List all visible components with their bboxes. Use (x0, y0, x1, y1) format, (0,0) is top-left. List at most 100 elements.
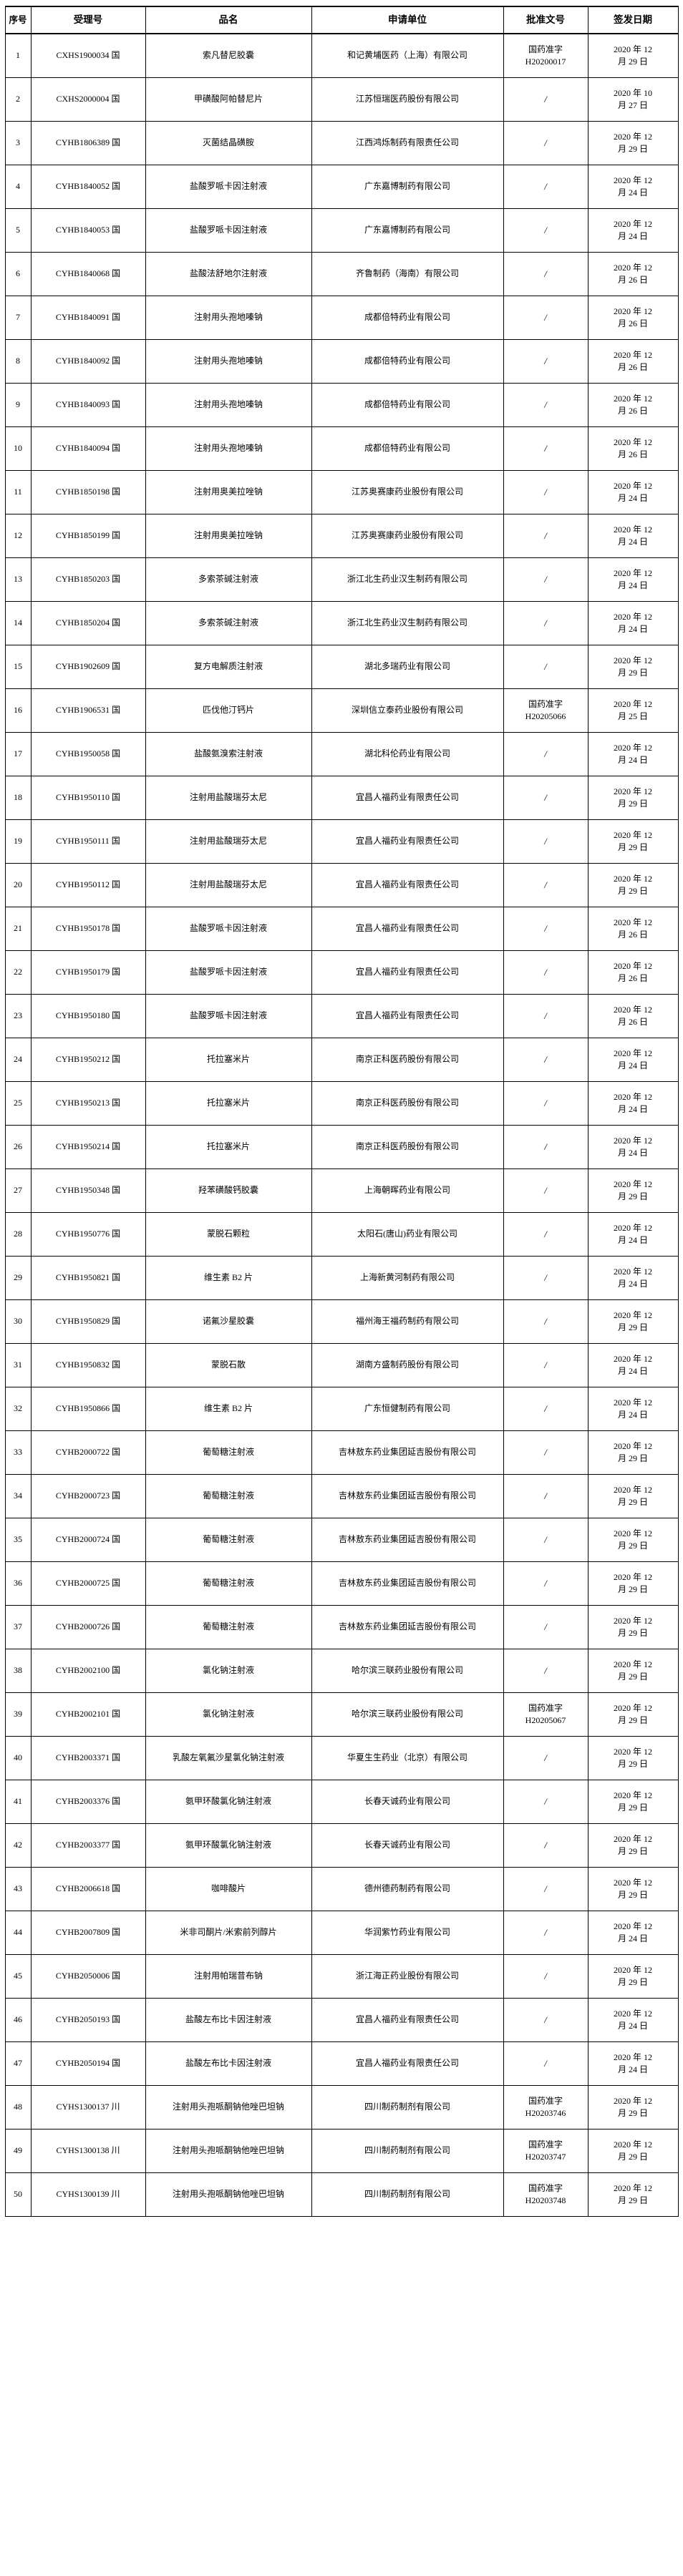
approval-number-line: / (544, 1446, 547, 1458)
cell-product-name: 复方电解质注射液 (145, 645, 312, 689)
cell-issue-date: 2020 年 12 月 29 日 (587, 1692, 679, 1737)
cell-approval-number: / (503, 601, 588, 645)
cell-issue-date: 2020 年 12 月 26 日 (587, 950, 679, 995)
cell-approval-number: / (503, 994, 588, 1038)
issue-date-line: 月 24 日 (617, 755, 648, 765)
approval-number-line: / (544, 268, 547, 279)
cell-acceptance-number: CYHB1806389 国 (30, 121, 146, 165)
issue-date-line: 月 24 日 (617, 187, 648, 197)
cell-acceptance-number: CYHB1950178 国 (30, 907, 146, 951)
issue-date-line: 月 29 日 (617, 799, 648, 809)
cell-issue-date: 2020 年 12 月 29 日 (587, 2085, 679, 2129)
approval-number-line: / (544, 1839, 547, 1850)
approval-number-line: / (544, 1402, 547, 1414)
cell-approval-number: / (503, 383, 588, 427)
approval-number-line: / (544, 1141, 547, 1152)
cell-applicant: 四川制药制剂有限公司 (311, 2129, 504, 2173)
approval-number-line: / (544, 1883, 547, 1894)
cell-issue-date: 2020 年 12 月 29 日 (587, 819, 679, 864)
cell-acceptance-number: CYHB1950214 国 (30, 1125, 146, 1169)
issue-date-line: 2020 年 12 (613, 480, 652, 491)
table-row: 49 CYHS1300138 川注射用头孢哌酮钠他唑巴坦钠 四川制药制剂有限公司 国药… (4, 2129, 679, 2173)
issue-date-line: 月 25 日 (617, 711, 648, 721)
cell-product-name: 盐酸法舒地尔注射液 (145, 252, 312, 296)
cell-approval-number: / (503, 776, 588, 820)
cell-issue-date: 2020 年 12 月 29 日 (587, 33, 679, 78)
table-row: 25 CYHB1950213 国托拉塞米片 南京正科医药股份有限公司 / 2020 年 … (4, 1081, 679, 1126)
cell-applicant: 宜昌人福药业有限责任公司 (311, 819, 504, 864)
issue-date-line: 月 29 日 (617, 1846, 648, 1856)
cell-applicant: 宜昌人福药业有限责任公司 (311, 907, 504, 951)
issue-date-line: 2020 年 12 (613, 1048, 652, 1058)
cell-sequence-number: 41 (4, 1780, 32, 1824)
issue-date-line: 月 29 日 (617, 1497, 648, 1507)
issue-date-line: 2020 年 12 (613, 1004, 652, 1015)
cell-acceptance-number: CYHB1950776 国 (30, 1212, 146, 1257)
issue-date-line: 月 24 日 (617, 1235, 648, 1245)
issue-date-line: 2020 年 12 (613, 917, 652, 927)
approval-number-line: / (544, 573, 547, 585)
cell-product-name: 氨甲环酸氯化钠注射液 (145, 1823, 312, 1868)
approval-number-line: / (544, 355, 547, 366)
approval-number-line: / (544, 1097, 547, 1108)
cell-acceptance-number: CXHS2000004 国 (30, 77, 146, 122)
cell-issue-date: 2020 年 12 月 24 日 (587, 1998, 679, 2042)
cell-applicant: 吉林敖东药业集团延吉股份有限公司 (311, 1430, 504, 1475)
issue-date-line: 2020 年 12 (613, 218, 652, 229)
table-row: 7 CYHB1840091 国注射用头孢地嗪钠 成都倍特药业有限公司 / 2020 年 … (4, 296, 679, 340)
cell-issue-date: 2020 年 12 月 29 日 (587, 1649, 679, 1693)
issue-date-line: 2020 年 12 (613, 1266, 652, 1277)
cell-issue-date: 2020 年 12 月 29 日 (587, 1605, 679, 1649)
cell-issue-date: 2020 年 12 月 29 日 (587, 121, 679, 165)
issue-date-line: 2020 年 12 (613, 873, 652, 884)
cell-sequence-number: 39 (4, 1692, 32, 1737)
approval-number-line: / (544, 1272, 547, 1283)
cell-product-name: 氯化钠注射液 (145, 1649, 312, 1693)
cell-approval-number: / (503, 1387, 588, 1431)
cell-product-name: 盐酸罗哌卡因注射液 (145, 994, 312, 1038)
cell-issue-date: 2020 年 12 月 29 日 (587, 2129, 679, 2173)
cell-issue-date: 2020 年 12 月 26 日 (587, 907, 679, 951)
cell-acceptance-number: CYHB2050194 国 (30, 2041, 146, 2086)
issue-date-line: 月 26 日 (617, 318, 648, 328)
issue-date-line: 月 29 日 (617, 1584, 648, 1594)
cell-approval-number: / (503, 1605, 588, 1649)
cell-acceptance-number: CYHB1840052 国 (30, 165, 146, 209)
cell-issue-date: 2020 年 12 月 25 日 (587, 688, 679, 733)
approval-number-line: / (544, 1926, 547, 1938)
issue-date-line: 月 29 日 (617, 842, 648, 852)
issue-date-line: 月 24 日 (617, 624, 648, 634)
cell-sequence-number: 27 (4, 1169, 32, 1213)
cell-issue-date: 2020 年 12 月 29 日 (587, 1867, 679, 1911)
cell-acceptance-number: CYHB1950821 国 (30, 1256, 146, 1300)
cell-applicant: 南京正科医药股份有限公司 (311, 1038, 504, 1082)
cell-applicant: 太阳石(唐山)药业有限公司 (311, 1212, 504, 1257)
cell-applicant: 齐鲁制药（海南）有限公司 (311, 252, 504, 296)
table-row: 41 CYHB2003376 国氨甲环酸氯化钠注射液 长春天诚药业有限公司 / 2020… (4, 1780, 679, 1824)
cell-acceptance-number: CYHB1950832 国 (30, 1343, 146, 1387)
table-row: 20 CYHB1950112 国注射用盐酸瑞芬太尼 宜昌人福药业有限责任公司 / 202… (4, 863, 679, 907)
column-header-seq: 序号 (4, 6, 32, 34)
cell-issue-date: 2020 年 12 月 29 日 (587, 1780, 679, 1824)
cell-issue-date: 2020 年 12 月 24 日 (587, 208, 679, 253)
cell-product-name: 诺氟沙星胶囊 (145, 1299, 312, 1344)
cell-issue-date: 2020 年 12 月 24 日 (587, 1125, 679, 1169)
approval-number-line: / (544, 791, 547, 803)
table-row: 1 CXHS1900034 国索凡替尼胶囊 和记黄埔医药（上海）有限公司 国药准字 H2… (4, 33, 679, 78)
cell-issue-date: 2020 年 12 月 24 日 (587, 165, 679, 209)
cell-applicant: 江苏奥赛康药业股份有限公司 (311, 470, 504, 514)
cell-approval-number: / (503, 1736, 588, 1780)
cell-issue-date: 2020 年 12 月 26 日 (587, 252, 679, 296)
cell-applicant: 宜昌人福药业有限责任公司 (311, 950, 504, 995)
cell-product-name: 托拉塞米片 (145, 1081, 312, 1126)
approval-number-line: / (544, 399, 547, 410)
cell-approval-number: / (503, 208, 588, 253)
approval-number-line: / (544, 1795, 547, 1807)
approval-number-line: / (544, 1577, 547, 1589)
cell-applicant: 吉林敖东药业集团延吉股份有限公司 (311, 1605, 504, 1649)
cell-approval-number: / (503, 1256, 588, 1300)
approval-number-line: H20205067 (525, 1715, 566, 1725)
issue-date-line: 月 29 日 (617, 1628, 648, 1638)
cell-approval-number: / (503, 907, 588, 951)
cell-product-name: 盐酸罗哌卡因注射液 (145, 165, 312, 209)
